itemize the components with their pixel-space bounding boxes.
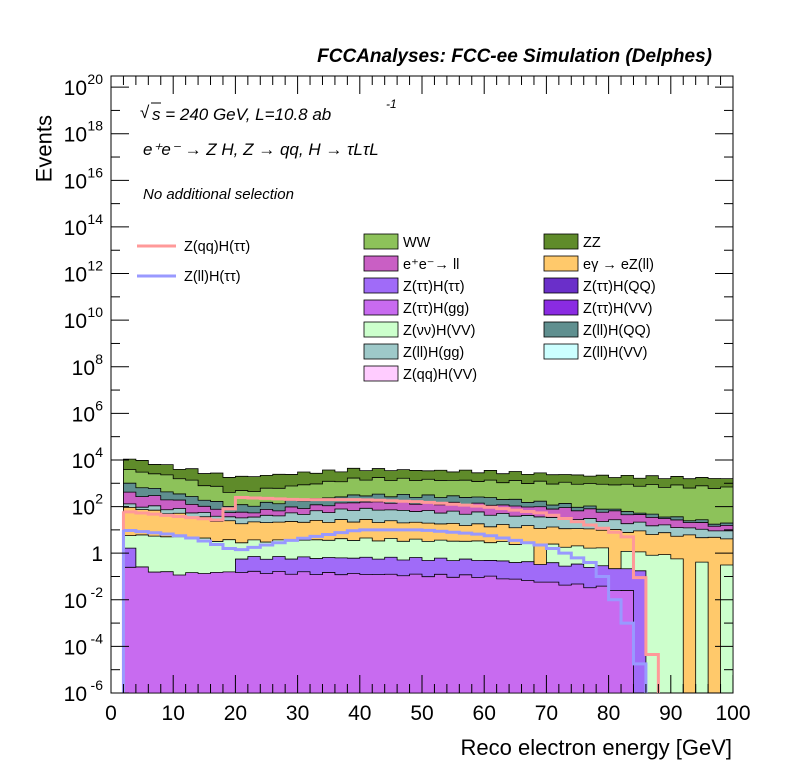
- y-tick-label: 610: [72, 397, 104, 426]
- svg-text:20: 20: [87, 71, 103, 87]
- legend-label: Z(ll)H(QQ): [583, 323, 651, 339]
- signal-legend: Z(qq)H(ττ) Z(ll)H(ττ): [137, 239, 250, 285]
- signal-line: [121, 495, 660, 693]
- x-tick-label: 40: [348, 702, 371, 725]
- svg-text:10: 10: [64, 77, 87, 100]
- y-tick-label: -210: [64, 584, 104, 613]
- stack-layer: [123, 566, 733, 694]
- svg-text:10: 10: [64, 590, 87, 613]
- svg-text:10: 10: [72, 450, 95, 473]
- legend-swatch: [543, 343, 579, 360]
- legend-swatch: [543, 233, 579, 250]
- svg-text:-4: -4: [91, 630, 104, 646]
- svg-text:16: 16: [87, 164, 103, 180]
- legend-label: Z(ττ)H(ττ): [403, 279, 465, 295]
- svg-text:2: 2: [95, 491, 103, 507]
- svg-text:10: 10: [87, 304, 103, 320]
- legend-label: Z(qq)H(VV): [403, 367, 477, 383]
- legend-swatch: [363, 233, 399, 250]
- x-tick-label: 0: [105, 702, 117, 725]
- svg-text:10: 10: [64, 310, 87, 333]
- x-tick-label: 70: [535, 702, 558, 725]
- legend-label: Z(qq)H(ττ): [184, 239, 250, 255]
- x-tick-label: 100: [715, 702, 750, 725]
- x-tick-label: 60: [473, 702, 496, 725]
- x-tick-label: 50: [410, 702, 433, 725]
- svg-text:8: 8: [95, 351, 103, 367]
- sqrt-symbol: √: [140, 103, 150, 122]
- legend-label: Z(ττ)H(VV): [583, 301, 652, 317]
- legend-swatch: [543, 255, 579, 272]
- x-tick-label: 80: [597, 702, 620, 725]
- y-tick-label: 1: [91, 543, 103, 566]
- axis-ticks: 0 10 20 30 40 50 60 70 80 90 100-610-410-210121041…: [64, 71, 751, 725]
- signal-line: [121, 528, 648, 693]
- y-tick-label: 810: [72, 351, 104, 380]
- signal-curves: [121, 495, 660, 693]
- y-tick-label: 410: [72, 444, 104, 473]
- legend-swatch: [543, 277, 579, 294]
- svg-text:10: 10: [64, 217, 87, 240]
- legend-label: ZZ: [583, 235, 601, 251]
- x-tick-label: 90: [659, 702, 682, 725]
- svg-text:14: 14: [87, 211, 103, 227]
- legend-label: Z(ll)H(gg): [403, 345, 464, 361]
- legend-swatch: [363, 255, 399, 272]
- svg-text:10: 10: [72, 497, 95, 520]
- legend-swatch: [363, 299, 399, 316]
- y-tick-label: -410: [64, 630, 104, 659]
- y-axis-label: Events: [32, 115, 57, 182]
- legend-label: WW: [403, 235, 431, 251]
- process-annotation: e⁺e⁻ → Z H, Z → qq, H → τLτL: [143, 140, 379, 159]
- legend-label: Z(νν)H(VV): [403, 323, 476, 339]
- legend-swatch: [543, 321, 579, 338]
- svg-text:6: 6: [95, 397, 103, 413]
- legend-swatch: [363, 321, 399, 338]
- y-tick-label: -610: [64, 677, 104, 706]
- svg-text:10: 10: [64, 124, 87, 147]
- legend-label: Z(ll)H(VV): [583, 345, 647, 361]
- svg-text:18: 18: [87, 118, 103, 134]
- x-tick-label: 20: [224, 702, 247, 725]
- svg-text:10: 10: [64, 636, 87, 659]
- legend-swatch: [363, 365, 399, 382]
- chart-title: FCCAnalyses: FCC-ee Simulation (Delphes): [317, 46, 712, 67]
- svg-text:10: 10: [72, 403, 95, 426]
- svg-text:1: 1: [91, 543, 103, 566]
- sqrt-s-annotation: √ s = 240 GeV, L=10.8 ab -1: [140, 97, 397, 124]
- background-legend: WW ZZ e⁺e⁻→ ll eγ → eZ(ll) Z(ττ)H(ττ) Z(ττ)H(…: [363, 233, 656, 383]
- svg-text:4: 4: [95, 444, 103, 460]
- svg-text:-6: -6: [91, 677, 104, 693]
- sqrt-s-text: s = 240 GeV, L=10.8 ab: [152, 105, 331, 124]
- x-tick-label: 10: [162, 702, 185, 725]
- svg-text:12: 12: [87, 258, 103, 274]
- legend-label: e⁺e⁻→ ll: [403, 257, 459, 273]
- lumi-exponent: -1: [386, 97, 397, 111]
- x-axis-label: Reco electron energy [GeV]: [461, 735, 732, 760]
- svg-text:10: 10: [72, 357, 95, 380]
- legend-label: Z(ττ)H(QQ): [583, 279, 656, 295]
- svg-text:-2: -2: [91, 584, 104, 600]
- stacked-backgrounds: [123, 458, 734, 694]
- legend-swatch: [543, 299, 579, 316]
- legend-label: Z(ll)H(ττ): [184, 269, 241, 285]
- svg-text:10: 10: [64, 683, 87, 706]
- selection-annotation: No additional selection: [143, 186, 294, 203]
- svg-text:10: 10: [64, 264, 87, 287]
- x-tick-label: 30: [286, 702, 309, 725]
- legend-swatch: [363, 343, 399, 360]
- legend-swatch: [363, 277, 399, 294]
- legend-label: eγ → eZ(ll): [583, 257, 654, 273]
- legend-label: Z(ττ)H(gg): [403, 301, 469, 317]
- svg-text:10: 10: [64, 170, 87, 193]
- y-tick-label: 210: [72, 491, 104, 520]
